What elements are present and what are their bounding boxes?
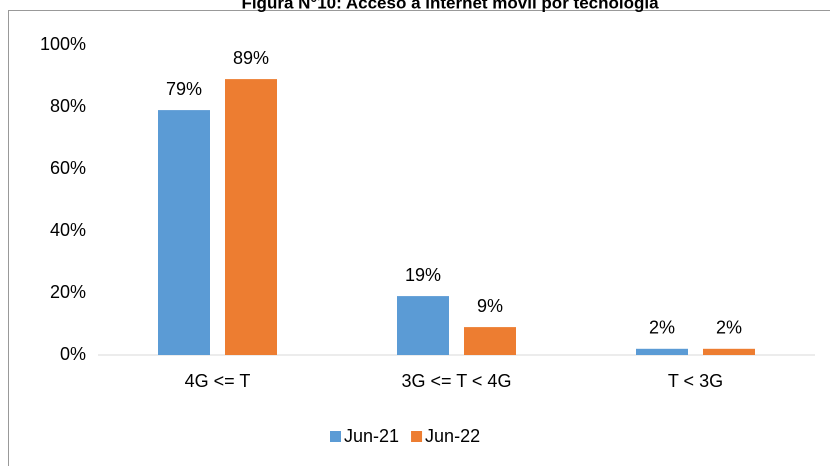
x-tick-label: 3G <= T < 4G [402,371,512,391]
legend-swatch [330,431,341,442]
data-label: 2% [649,318,675,338]
data-label: 19% [405,265,441,285]
x-tick-label: 4G <= T [185,371,251,391]
data-label: 79% [166,79,202,99]
chart-frame [8,10,830,466]
data-label: 89% [233,48,269,68]
y-tick-label: 0% [60,344,86,364]
bar [158,110,210,355]
y-tick-label: 80% [50,96,86,116]
bar [397,296,449,355]
data-label: 9% [477,296,503,316]
x-tick-label: T < 3G [668,371,723,391]
data-label: 2% [716,318,742,338]
bar [636,348,688,355]
y-tick-label: 20% [50,282,86,302]
bar [703,348,755,355]
y-tick-label: 40% [50,220,86,240]
legend-label: Jun-22 [425,426,480,446]
y-tick-label: 100% [40,34,86,54]
bar [225,79,277,355]
y-tick-label: 60% [50,158,86,178]
legend-swatch [411,431,423,442]
legend-label: Jun-21 [344,426,399,446]
bar [464,327,516,355]
chart-title: Figura N°10: Acceso a internet móvil por… [241,0,659,12]
